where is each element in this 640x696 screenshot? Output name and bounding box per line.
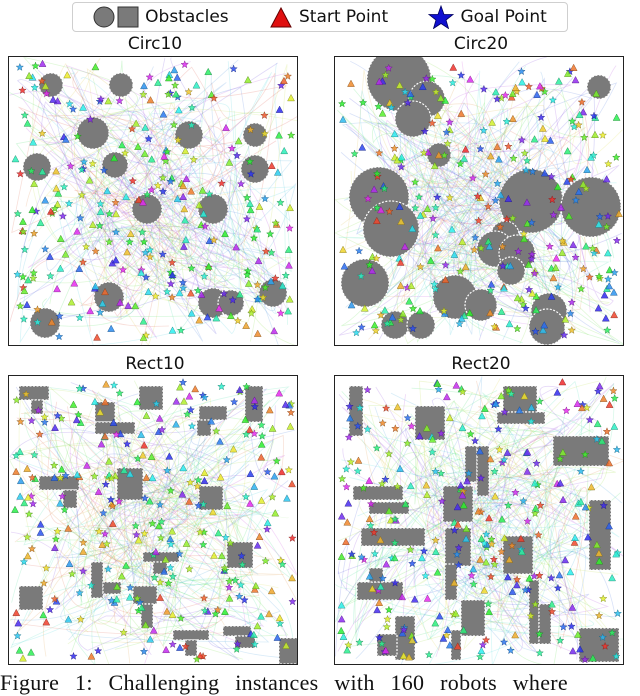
start-triangle-icon xyxy=(270,6,292,28)
panel-title-rect10: Rect10 xyxy=(125,354,185,374)
circ10-plot xyxy=(9,57,297,345)
rect20-plot xyxy=(335,376,623,664)
panel-circ20 xyxy=(334,56,624,346)
panel-title-circ10: Circ10 xyxy=(127,34,183,54)
figure-caption: Figure 1: Challenging instances with 160… xyxy=(0,670,568,695)
circ20-plot xyxy=(335,57,623,345)
legend-start-label: Start Point xyxy=(298,7,389,27)
obstacle-icon xyxy=(93,6,139,28)
rect10-plot xyxy=(9,378,297,664)
figure-legend: Obstacles Start Point Goal Point xyxy=(72,2,568,32)
goal-star-icon xyxy=(428,5,455,29)
panel-title-rect20: Rect20 xyxy=(451,354,511,374)
panel-rect20 xyxy=(334,375,624,665)
legend-item-goal: Goal Point xyxy=(428,5,547,29)
panel-circ10 xyxy=(8,56,298,346)
legend-goal-label: Goal Point xyxy=(460,7,547,27)
legend-item-obstacles: Obstacles xyxy=(93,6,229,28)
panel-rect10 xyxy=(8,375,298,665)
legend-obstacles-label: Obstacles xyxy=(145,7,229,27)
legend-item-start: Start Point xyxy=(269,6,388,28)
panel-title-circ20: Circ20 xyxy=(453,34,509,54)
